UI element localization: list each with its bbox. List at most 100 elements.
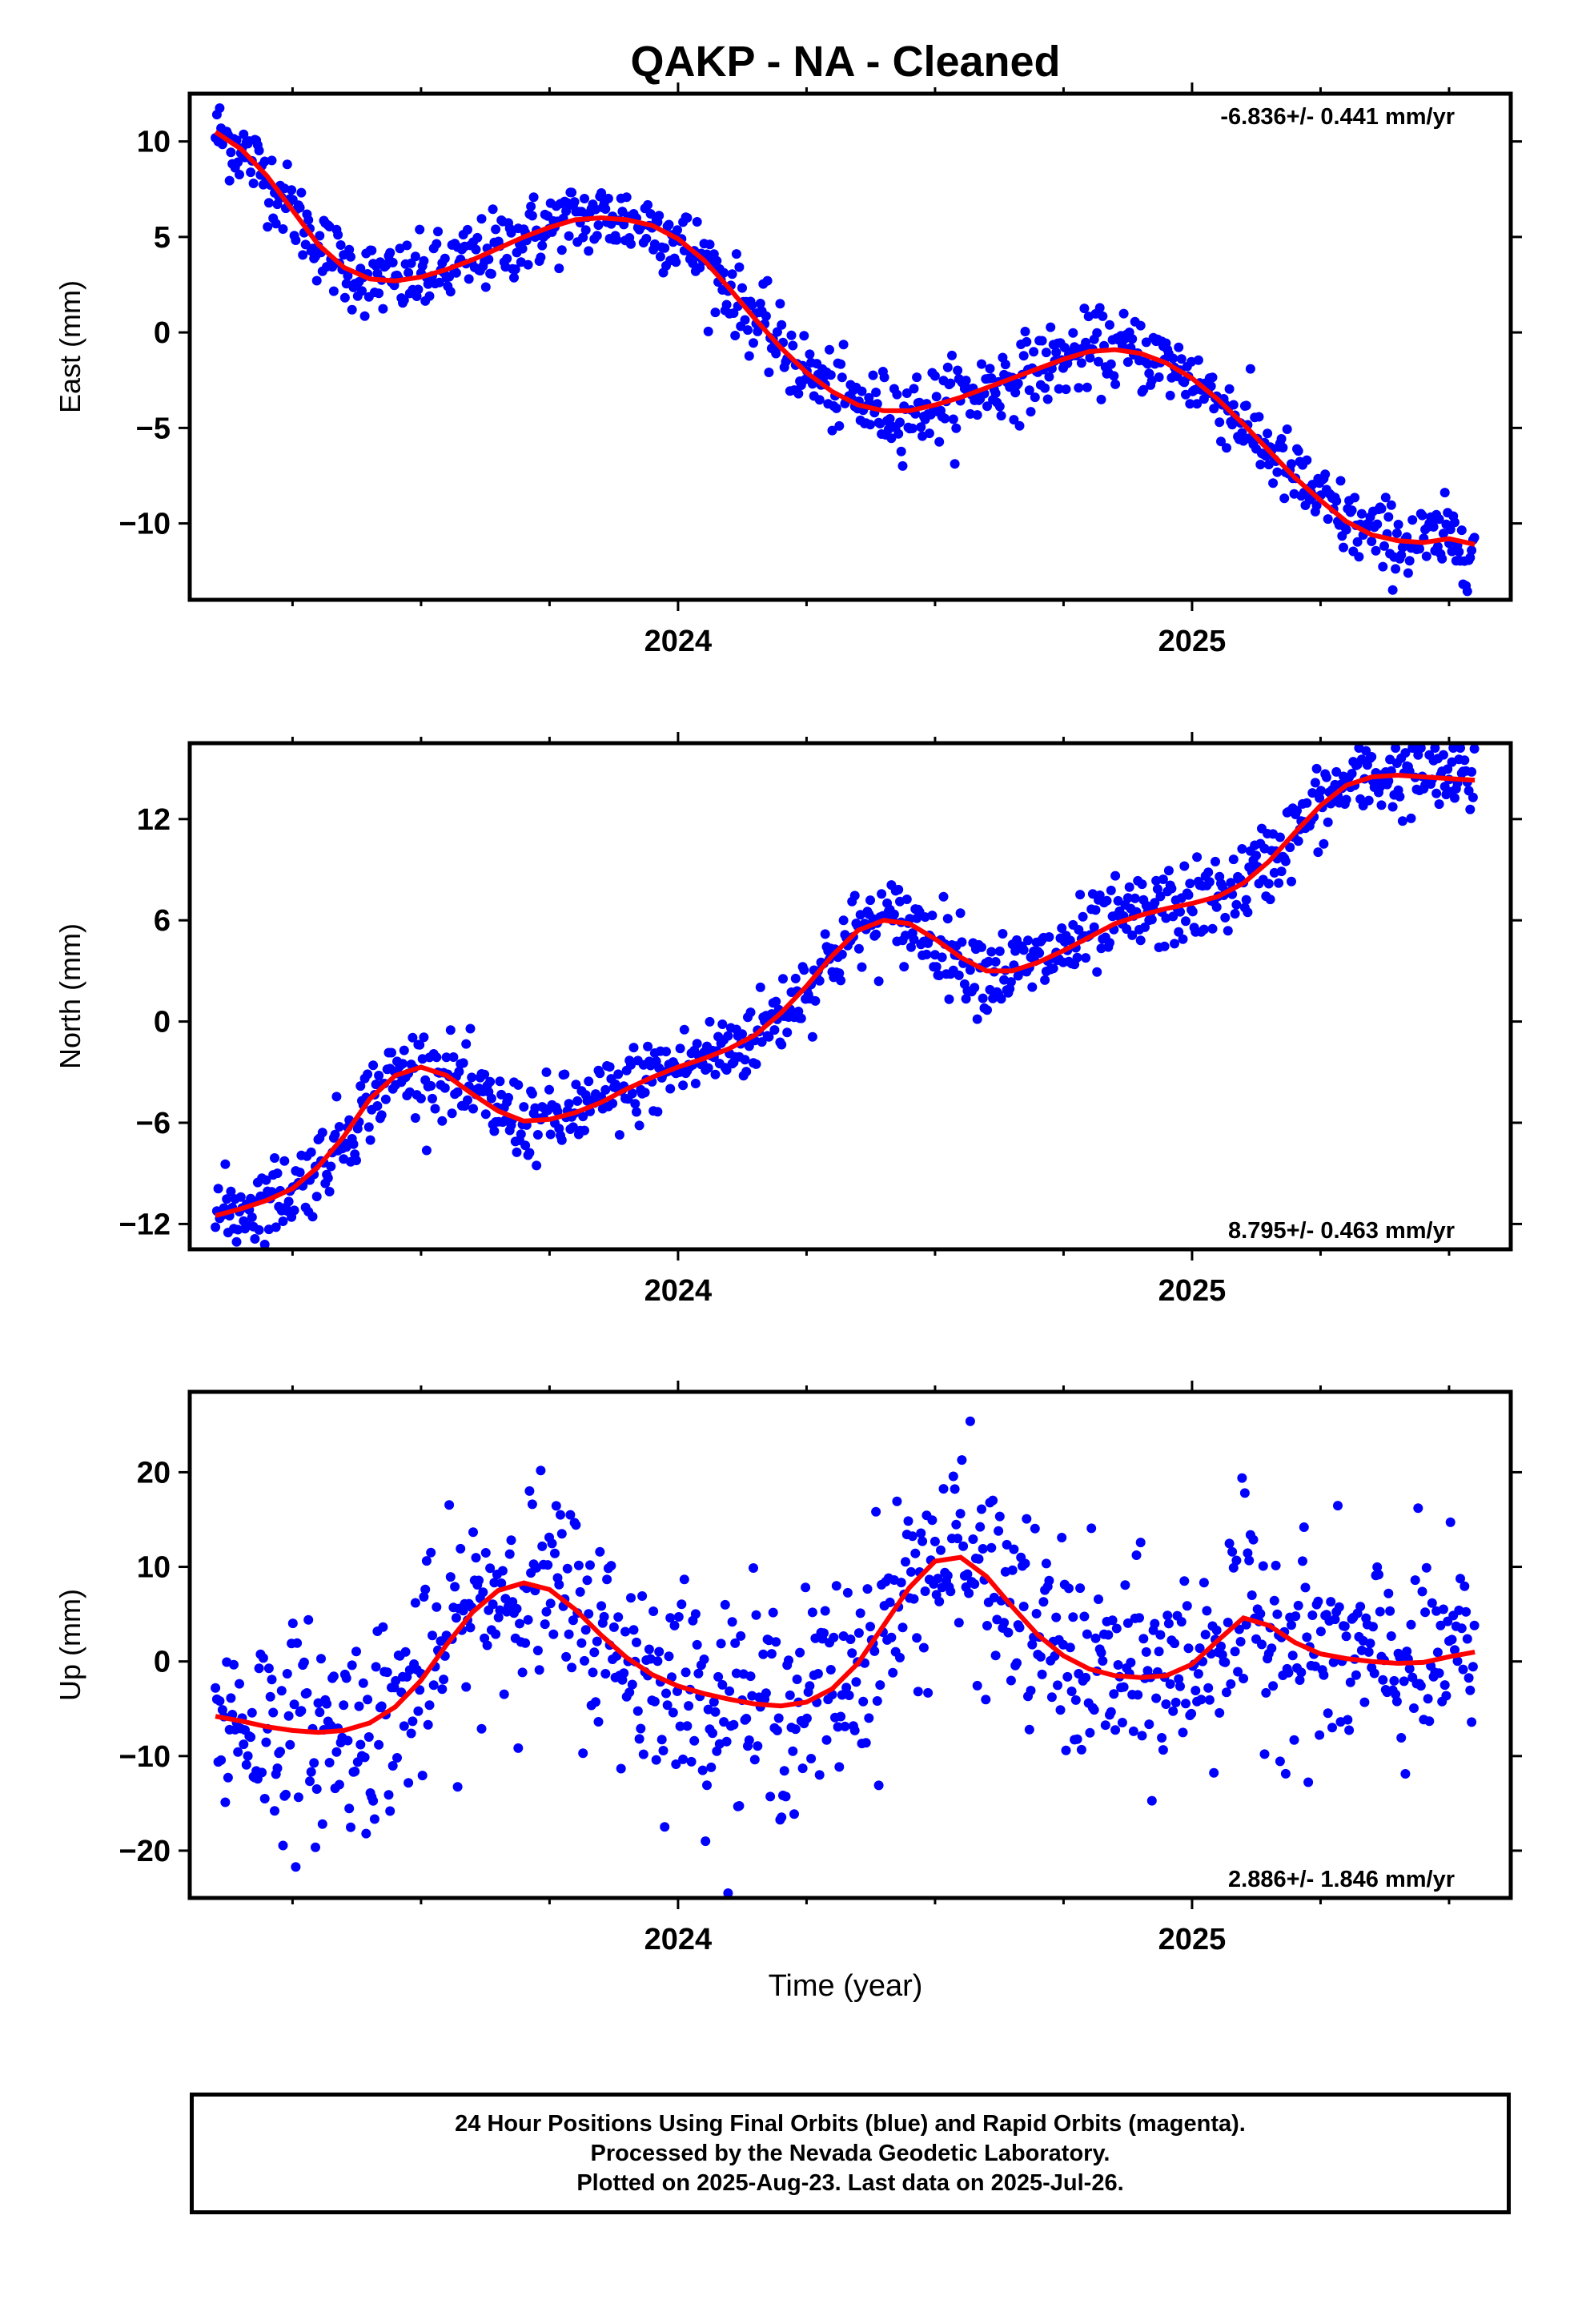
north-data-point <box>679 1024 689 1035</box>
east-data-point <box>762 275 773 286</box>
north-data-point <box>513 1080 524 1090</box>
up-data-point <box>661 1688 671 1699</box>
north-data-point <box>1207 923 1218 934</box>
north-data-point <box>613 1069 624 1080</box>
north-data-point <box>1106 885 1116 895</box>
north-data-point <box>1081 953 1091 963</box>
up-data-point <box>223 1772 233 1783</box>
up-data-point <box>781 1791 791 1802</box>
east-data-point <box>1386 500 1396 510</box>
up-data-point <box>1287 1651 1298 1661</box>
up-data-point <box>946 1586 956 1597</box>
up-data-point <box>717 1679 728 1690</box>
north-data-point <box>363 1122 374 1132</box>
up-data-point <box>970 1579 980 1589</box>
north-data-point <box>1220 912 1231 923</box>
north-data-point <box>626 1059 636 1070</box>
north-data-point <box>640 1088 650 1098</box>
north-data-point <box>226 1186 236 1196</box>
up-data-point <box>1106 1707 1116 1717</box>
up-data-point <box>317 1819 327 1829</box>
up-data-point <box>339 1700 349 1711</box>
up-data-point <box>247 1707 257 1718</box>
up-data-point <box>595 1546 605 1557</box>
north-data-point <box>771 996 781 1007</box>
up-data-point <box>1302 1632 1312 1642</box>
up-data-point <box>239 1739 249 1750</box>
up-data-point <box>556 1510 565 1520</box>
east-data-point <box>1082 382 1092 392</box>
north-data-point <box>740 1055 750 1065</box>
up-data-point <box>1138 1634 1149 1644</box>
north-data-point <box>745 1007 756 1018</box>
up-data-point <box>986 1542 997 1553</box>
up-data-point <box>1445 1517 1456 1527</box>
east-data-point <box>523 259 533 270</box>
up-data-point <box>692 1639 702 1650</box>
east-data-point <box>1109 371 1119 381</box>
up-data-point <box>875 1680 885 1691</box>
east-data-point <box>1437 553 1447 564</box>
east-data-point <box>1293 446 1303 456</box>
east-data-point <box>879 372 889 383</box>
up-data-point <box>534 1665 544 1675</box>
up-data-point <box>1299 1522 1309 1532</box>
north-data-point <box>495 1076 505 1087</box>
north-data-point <box>564 1099 574 1109</box>
up-data-point <box>315 1707 325 1718</box>
up-data-point <box>567 1663 577 1673</box>
north-data-point <box>250 1234 260 1244</box>
footer-line-1: 24 Hour Positions Using Final Orbits (bl… <box>455 2110 1246 2137</box>
up-data-point <box>1456 1574 1465 1584</box>
north-data-point <box>893 884 904 895</box>
up-data-point <box>485 1563 496 1574</box>
east-data-point <box>1245 364 1255 374</box>
east-data-point <box>1445 525 1456 535</box>
up-data-point <box>1283 1667 1294 1678</box>
up-data-point <box>1293 1600 1303 1610</box>
up-data-point <box>1287 1620 1296 1630</box>
up-data-point <box>275 1747 285 1757</box>
north-data-point <box>323 1173 333 1183</box>
up-data-point <box>1202 1606 1212 1616</box>
up-data-point <box>1258 1561 1268 1571</box>
up-data-point <box>1247 1590 1257 1600</box>
up-data-point <box>382 1667 392 1678</box>
east-y-axis-label: East (mm) <box>54 280 86 413</box>
north-data-point <box>865 895 875 906</box>
east-data-point <box>528 192 539 203</box>
east-data-point <box>994 401 1005 412</box>
up-data-point <box>1204 1695 1215 1705</box>
east-data-point <box>1037 336 1047 346</box>
east-data-point <box>836 359 846 369</box>
east-data-point <box>1335 476 1346 486</box>
up-data-point <box>1326 1597 1336 1607</box>
up-data-point <box>1031 1609 1042 1618</box>
up-data-point <box>1113 1660 1123 1670</box>
up-data-point <box>1082 1629 1092 1639</box>
up-data-point <box>1074 1669 1084 1679</box>
north-data-point <box>703 1063 713 1073</box>
north-data-point <box>777 1039 787 1050</box>
north-data-point <box>261 1175 271 1185</box>
east-data-point <box>480 282 491 292</box>
up-data-point <box>1120 1580 1130 1590</box>
up-data-point <box>378 1622 388 1632</box>
east-data-point <box>463 224 472 235</box>
up-data-point <box>761 1688 771 1699</box>
up-data-point <box>383 1790 394 1800</box>
east-data-point <box>296 187 307 198</box>
up-data-point <box>656 1735 667 1745</box>
up-data-point <box>343 1735 353 1746</box>
east-data-point <box>942 362 953 372</box>
up-data-point <box>785 1690 795 1700</box>
up-data-point <box>589 1647 600 1658</box>
up-data-point <box>1228 1562 1239 1573</box>
up-data-point <box>1462 1634 1472 1644</box>
north-data-point <box>1460 755 1470 766</box>
up-data-point <box>1111 1623 1122 1634</box>
east-data-point <box>1421 551 1431 561</box>
east-data-point <box>1403 568 1413 578</box>
up-data-point <box>864 1713 874 1723</box>
